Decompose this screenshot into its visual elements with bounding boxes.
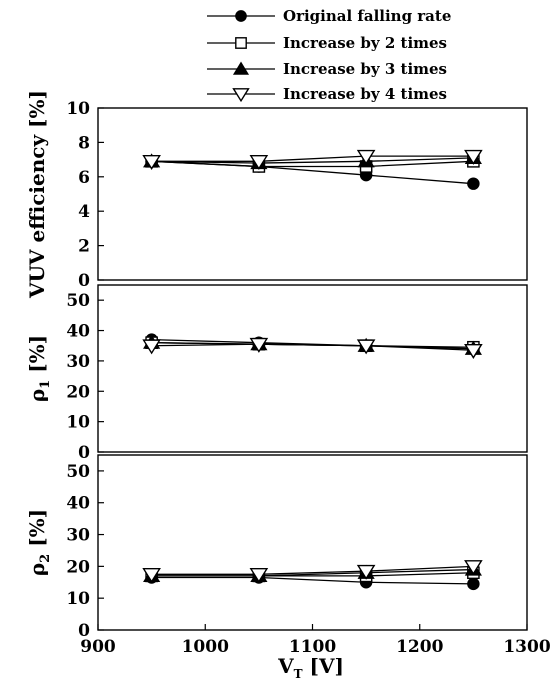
x-tick-label: 1200 <box>396 637 443 657</box>
data-point-x4 <box>249 337 269 353</box>
x-axis-label: VT [V] <box>277 654 344 681</box>
x-axis: 900 1000 1100 1200 1300 VT [V] <box>80 624 551 681</box>
data-point-x4 <box>356 339 376 355</box>
data-point-x4 <box>249 155 269 170</box>
y-tick-label: 10 <box>66 589 90 609</box>
y-tick-label: 30 <box>66 352 90 372</box>
y-tick-label: 20 <box>66 382 90 402</box>
y-axis-label-main: ρ <box>25 389 49 402</box>
legend-label-x4: Increase by 4 times <box>283 85 447 103</box>
y-tick-label: 50 <box>66 291 90 311</box>
series-line-orig <box>151 576 474 585</box>
data-point-x4 <box>356 564 376 580</box>
x-axis-label-subscript: T <box>294 667 303 681</box>
series-line-x4 <box>151 155 474 162</box>
data-point-x4 <box>464 149 483 165</box>
y-axis-label-main: ρ <box>25 563 49 576</box>
y-axis-label: ρ2 [%] <box>25 509 53 576</box>
x-axis-label-unit: [V] <box>303 654 344 678</box>
y-tick-label: 30 <box>66 526 90 546</box>
series-line-x4 <box>151 565 474 575</box>
panel-frame <box>97 454 528 631</box>
data-point-orig <box>467 577 480 591</box>
y-tick-label: 10 <box>66 413 90 433</box>
panel-3: 0 10 20 30 40 50 ρ2 [%] <box>25 454 528 641</box>
y-axis-label-subscript: 2 <box>38 554 53 563</box>
data-point-orig <box>467 177 480 190</box>
panel-frame <box>97 107 528 281</box>
legend-marker-orig <box>235 10 247 22</box>
y-tick-label: 6 <box>78 168 90 188</box>
data-point-x4 <box>142 339 161 355</box>
legend-label-orig: Original falling rate <box>283 7 451 25</box>
x-axis-label-main: V <box>277 654 294 678</box>
x-tick-label: 1300 <box>503 637 550 657</box>
x-tick-label: 1000 <box>182 637 229 657</box>
legend-label-x3: Increase by 3 times <box>283 60 447 78</box>
legend: Original falling rate Increase by 2 times… <box>207 7 451 103</box>
series-line-x3 <box>151 568 474 577</box>
y-axis-label-unit: [%] <box>25 509 49 554</box>
y-tick-label: 0 <box>78 271 90 291</box>
x-tick-label: 1100 <box>289 637 336 657</box>
data-point-x4 <box>142 155 161 170</box>
legend-label-x2: Increase by 2 times <box>283 34 447 52</box>
y-axis-label: VUV efficiency [%] <box>25 90 49 299</box>
y-tick-label: 2 <box>78 237 90 257</box>
y-tick-label: 8 <box>78 133 90 153</box>
y-tick-label: 40 <box>66 322 90 342</box>
data-point-x4 <box>464 560 483 576</box>
data-point-x4 <box>356 149 376 165</box>
series-line-x2 <box>151 160 474 168</box>
data-point-x4 <box>464 343 483 359</box>
series-line-x4 <box>151 343 474 351</box>
series-line-x3 <box>151 157 474 164</box>
y-axis-label-subscript: 1 <box>38 380 53 389</box>
x-tick-label: 900 <box>80 637 116 657</box>
data-point-x4 <box>142 568 161 583</box>
panel-frame <box>97 284 528 453</box>
y-axis-label: ρ1 [%] <box>25 335 53 402</box>
panel-2: 0 10 20 30 40 50 ρ1 [%] <box>25 284 528 463</box>
y-tick-label: 10 <box>66 99 90 119</box>
y-tick-label: 50 <box>66 462 90 482</box>
y-tick-label: 40 <box>66 494 90 514</box>
y-tick-label: 0 <box>78 443 90 463</box>
data-point-x4 <box>249 568 269 583</box>
y-axis-label-unit: [%] <box>25 335 49 380</box>
y-tick-label: 0 <box>78 621 90 641</box>
legend-marker-x3 <box>232 61 250 75</box>
y-tick-label: 4 <box>78 202 90 222</box>
y-axis-label-main: VUV efficiency [%] <box>25 90 49 299</box>
panel-1: 0 2 4 6 8 10 VUV efficiency [%] <box>25 90 528 299</box>
legend-marker-x4 <box>232 88 250 103</box>
series-line-orig <box>151 160 474 185</box>
y-tick-label: 20 <box>66 557 90 577</box>
legend-marker-x2 <box>235 37 247 49</box>
